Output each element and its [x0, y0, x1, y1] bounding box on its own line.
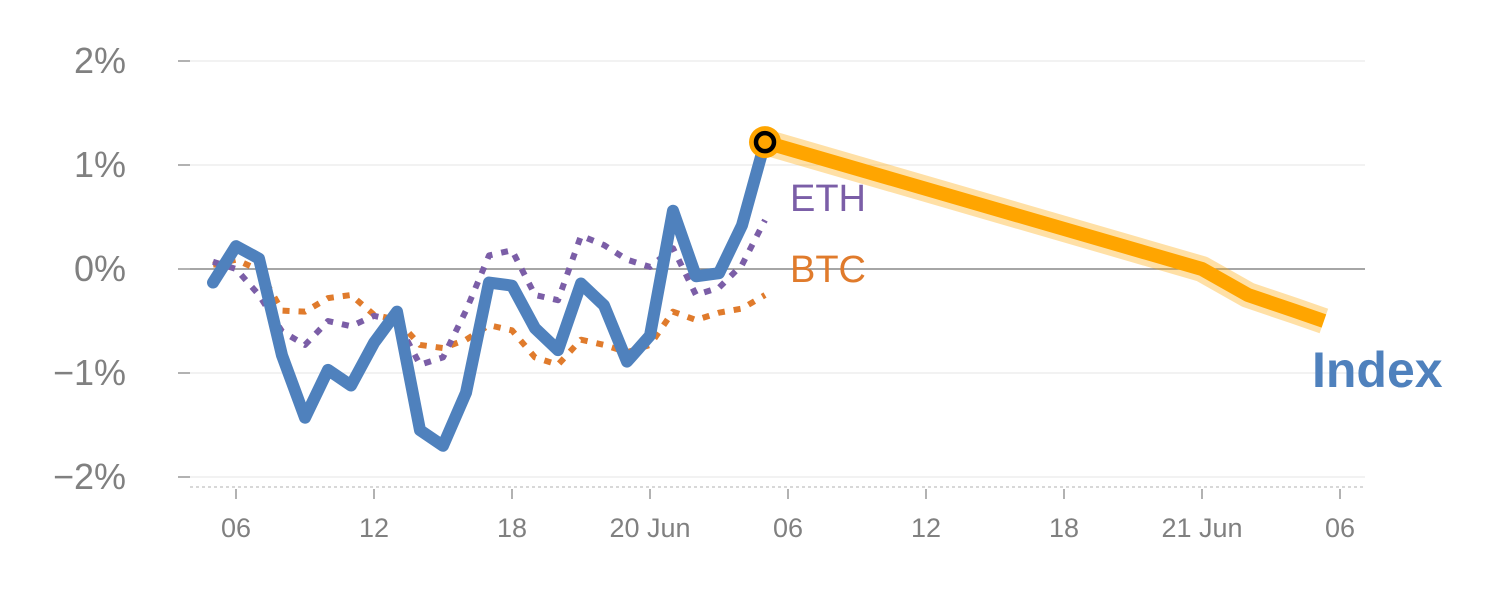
eth-label: ETH — [790, 178, 866, 220]
gridlines — [190, 60, 1365, 488]
y-tick-label: −1% — [53, 352, 126, 393]
x-axis: 06 12 18 20 Jun 06 12 18 21 Jun 06 — [221, 489, 1355, 543]
index-label: Index — [1312, 342, 1443, 398]
btc-line — [212, 256, 767, 368]
y-tick-label: −2% — [53, 456, 126, 497]
index-line — [207, 136, 771, 452]
x-tick-label: 12 — [911, 513, 941, 543]
btc-label: BTC — [790, 249, 866, 291]
x-tick-label: 06 — [773, 513, 803, 543]
marker-inner — [753, 130, 777, 154]
marker-outer — [749, 126, 781, 159]
forecast-line — [763, 135, 1327, 328]
x-tick-label: 21 Jun — [1161, 513, 1242, 543]
series-lines — [207, 126, 1329, 452]
x-tick-label: 06 — [1325, 513, 1355, 543]
x-tick-label: 18 — [497, 513, 527, 543]
y-tick-label: 2% — [74, 40, 126, 81]
y-tick-label: 1% — [74, 144, 126, 185]
eth-line — [212, 218, 768, 368]
x-tick-label: 18 — [1049, 513, 1079, 543]
y-axis: 2% 1% 0% −1% −2% — [53, 40, 190, 497]
x-tick-label: 06 — [221, 513, 251, 543]
x-tick-label: 12 — [359, 513, 389, 543]
y-tick-label: 0% — [74, 248, 126, 289]
x-tick-label: 20 Jun — [609, 513, 690, 543]
